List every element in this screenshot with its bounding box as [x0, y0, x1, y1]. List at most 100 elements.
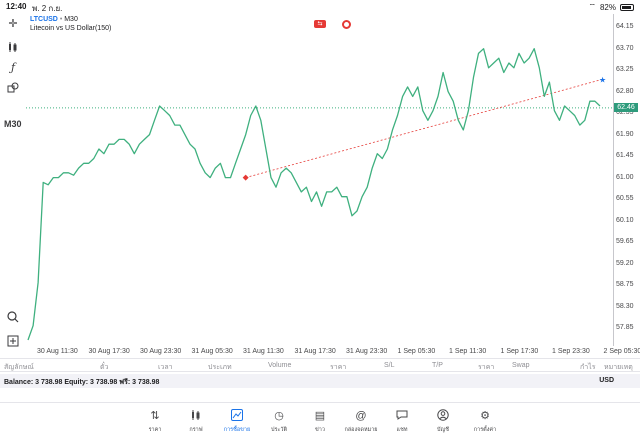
one-click-trading-icon[interactable]: ⇆: [314, 20, 326, 28]
chart-description: Litecoin vs US Dollar(150): [30, 25, 112, 32]
chart-symbol: LTCUSD: [30, 16, 58, 23]
price-tick-label: 58.30: [616, 302, 634, 310]
table-header-cell[interactable]: S/L: [384, 362, 395, 369]
tab-label: แชท: [396, 427, 408, 433]
tab-news[interactable]: ▤ ข่าว: [300, 409, 340, 434]
price-tick-label: 64.15: [616, 23, 634, 31]
price-tick-label: 59.20: [616, 259, 634, 267]
zoom-icon[interactable]: [6, 310, 20, 324]
price-tick-label: 61.90: [616, 130, 634, 138]
history-icon: ◷: [274, 410, 284, 422]
tab-label: บัญชี: [437, 427, 449, 433]
chat-icon: [395, 409, 409, 423]
price-tick-label: 61.45: [616, 152, 634, 160]
tab-up-down-arrows[interactable]: ⇅ ราคา: [135, 409, 175, 434]
time-tick-label: 1 Sep 11:30: [449, 348, 487, 355]
tab-label: การซื้อขาย: [223, 427, 251, 433]
tab-label: ประวัติ: [270, 427, 288, 433]
table-header-cell[interactable]: ราคา: [478, 364, 495, 371]
candlestick-icon: [189, 409, 203, 423]
battery-percent: 82%: [599, 2, 616, 12]
chart-timeframe: M30: [64, 16, 78, 23]
tab-settings[interactable]: ⚙ การตั้งค่า: [465, 409, 505, 434]
price-tick-label: 61.00: [616, 173, 634, 181]
price-tick-label: 63.25: [616, 66, 634, 74]
trend-start-marker[interactable]: [242, 174, 249, 181]
trade-chart-icon: [230, 409, 244, 423]
wifi-icon: ⌔: [588, 2, 596, 11]
status-time: 12:40: [6, 2, 27, 11]
current-price-tag: 62.46: [614, 103, 638, 113]
timeframe-label[interactable]: M30: [4, 119, 22, 129]
balance-currency: USD: [599, 377, 614, 384]
tab-label: การตั้งค่า: [473, 427, 497, 433]
left-toolbar: ✛ ƒ M30: [0, 14, 26, 348]
time-tick-label: 31 Aug 23:30: [346, 348, 388, 355]
bottom-tab-bar: ⇅ ราคา กราฟ การซื้อขาย ◷ ประวัติ ▤ ข่าว @ กล่องจด…: [0, 402, 640, 447]
tab-candlestick[interactable]: กราฟ: [176, 409, 216, 434]
chart-header-controls: ⇆: [314, 20, 351, 29]
crosshair-icon[interactable]: ✛: [8, 17, 18, 30]
add-window-icon[interactable]: [6, 334, 20, 348]
table-header-cell[interactable]: T/P: [432, 362, 443, 369]
table-header-cell[interactable]: Volume: [268, 362, 292, 369]
time-tick-label: 1 Sep 23:30: [552, 348, 590, 355]
table-header-cell[interactable]: สัญลักษณ์: [4, 364, 34, 371]
indicator-toggle-icon[interactable]: [342, 20, 351, 29]
price-tick-label: 57.85: [616, 324, 634, 332]
function-icon[interactable]: ƒ: [10, 60, 16, 74]
balance-bar: Balance: 3 738.98 Equity: 3 738.98 ฟรี: …: [0, 374, 640, 388]
news-icon: ▤: [314, 410, 326, 422]
account-icon: [436, 409, 450, 423]
indicators-icon[interactable]: [6, 40, 20, 54]
tab-account[interactable]: บัญชี: [423, 409, 463, 434]
status-right: ⌔ 82%: [588, 2, 634, 12]
price-tick-label: 58.75: [616, 281, 634, 289]
table-header-cell[interactable]: Swap: [512, 362, 530, 369]
time-tick-label: 1 Sep 17:30: [500, 348, 539, 355]
price-tick-label: 62.35: [616, 109, 634, 117]
time-tick-label: 2 Sep 05:30: [603, 348, 640, 355]
time-tick-label: 31 Aug 11:30: [243, 348, 284, 355]
time-axis: 30 Aug 11:30 30 Aug 17:30 30 Aug 23:30 31 A…: [26, 346, 640, 358]
tab-history[interactable]: ◷ ประวัติ: [259, 409, 299, 434]
tab-mailbox[interactable]: @ กล่องจดหมาย: [341, 409, 381, 434]
price-axis: 64.15 63.70 63.25 62.80 62.35 61.90 61.45 61.00…: [614, 14, 640, 346]
tab-label: ราคา: [148, 427, 162, 433]
status-date: พ. 2 ก.ย.: [32, 4, 63, 13]
price-tick-label: 63.70: [616, 44, 634, 52]
chart-header: LTCUSD • M30 Litecoin vs US Dollar(150): [30, 16, 112, 32]
tab-label: ข่าว: [315, 427, 325, 433]
price-chart[interactable]: ★: [26, 14, 614, 346]
trend-end-marker[interactable]: ★: [599, 76, 606, 85]
battery-icon: [620, 3, 634, 11]
tab-chat[interactable]: แชท: [382, 409, 422, 434]
price-tick-label: 59.65: [616, 238, 634, 246]
price-series-line: [27, 48, 601, 341]
table-header-cell[interactable]: เวลา: [158, 364, 173, 371]
tab-trade-chart[interactable]: การซื้อขาย: [217, 409, 257, 434]
price-tick-label: 60.10: [616, 216, 634, 224]
price-tick-label: 62.80: [616, 87, 634, 95]
balance-text: Balance: 3 738.98 Equity: 3 738.98 ฟรี: …: [4, 379, 160, 386]
table-header-cell[interactable]: กำไร: [580, 364, 596, 371]
mailbox-icon: @: [355, 410, 367, 422]
status-bar: 12:40 พ. 2 ก.ย. ⌔ 82%: [0, 0, 640, 14]
chart-plot[interactable]: ★: [26, 14, 614, 346]
objects-icon[interactable]: [6, 81, 20, 95]
table-header-cell[interactable]: ตั๋ว: [100, 364, 109, 371]
tab-label: กล่องจดหมาย: [344, 427, 378, 433]
tab-label: กราฟ: [189, 427, 203, 433]
trend-line[interactable]: [245, 79, 602, 178]
time-tick-label: 30 Aug 23:30: [140, 348, 182, 355]
time-tick-label: 30 Aug 17:30: [88, 348, 130, 355]
settings-icon: ⚙: [480, 410, 490, 422]
table-header-cell[interactable]: หมายเหตุ: [604, 364, 633, 371]
time-tick-label: 31 Aug 17:30: [294, 348, 336, 355]
up-down-arrows-icon: ⇅: [150, 410, 160, 422]
table-header-cell[interactable]: ราคา: [330, 364, 347, 371]
price-tick-label: 60.55: [616, 195, 634, 203]
table-header-cell[interactable]: ประเภท: [208, 364, 232, 371]
positions-table-header: สัญลักษณ์ ตั๋ว เวลา ประเภท Volume ราคา S/L T/P ร…: [0, 358, 640, 372]
time-tick-label: 31 Aug 05:30: [191, 348, 233, 355]
